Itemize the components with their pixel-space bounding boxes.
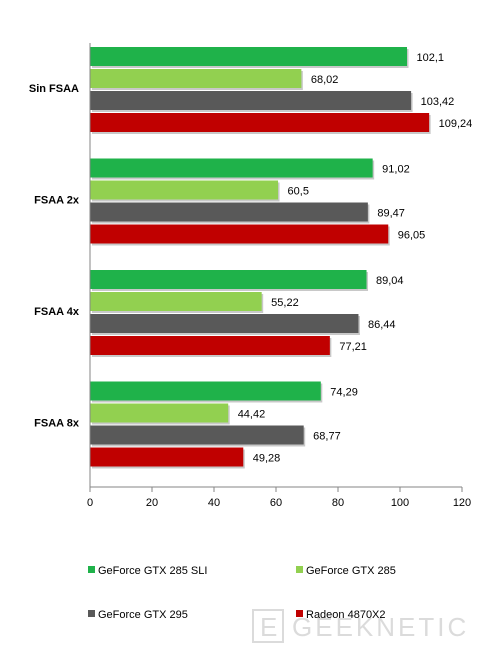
plot-area: 102,1 68,02 103,42 109,24 91,02 60,5 89,47 96,0… [90, 47, 483, 469]
data-label: 60,5 [288, 186, 309, 198]
x-tick-label: 20 [146, 497, 158, 509]
bar [90, 403, 229, 423]
category-label: Sin FSAA [29, 83, 79, 95]
watermark-logo: E GEEKNETIC [252, 609, 469, 643]
x-axis-ticks: 0 20 40 60 80 100 120 [87, 487, 471, 509]
bar [90, 447, 244, 467]
legend-label: GeForce GTX 285 SLI [98, 565, 207, 577]
data-label-box [282, 182, 319, 198]
data-label: 103,42 [421, 96, 455, 108]
bar [90, 180, 279, 200]
bar [90, 314, 359, 333]
legend-swatch [296, 610, 303, 617]
bar [90, 336, 330, 355]
legend-swatch [88, 610, 95, 617]
data-label: 49,28 [253, 453, 281, 465]
bar [90, 69, 302, 88]
data-label-box [377, 160, 420, 176]
data-label: 89,47 [377, 208, 405, 220]
bar [90, 224, 389, 244]
data-label: 89,04 [376, 275, 404, 287]
watermark-logo-letter: E [260, 612, 277, 642]
data-label: 102,1 [417, 52, 445, 64]
data-label: 55,22 [271, 297, 299, 309]
data-label: 96,05 [398, 230, 426, 242]
bar [90, 270, 367, 289]
legend-swatch [296, 566, 303, 573]
x-tick-label: 60 [270, 497, 282, 509]
bar [90, 425, 304, 445]
data-label: 44,42 [238, 409, 266, 421]
data-label-box [266, 294, 309, 309]
data-label-box [371, 272, 414, 287]
bar [90, 158, 373, 178]
data-label: 91,02 [382, 164, 410, 176]
data-label-box [433, 115, 483, 130]
bar [90, 47, 408, 66]
data-label-box [415, 93, 465, 108]
data-label-box [305, 71, 349, 86]
data-label: 109,24 [439, 118, 473, 130]
data-label: 86,44 [368, 319, 396, 331]
watermark-box [252, 609, 284, 643]
data-label-box [392, 226, 436, 242]
bar [90, 113, 430, 132]
data-label-box [247, 449, 291, 465]
bar [90, 202, 368, 222]
data-label: 77,21 [339, 341, 367, 353]
data-label: 74,29 [330, 387, 358, 399]
bar [90, 91, 412, 110]
category-labels: Sin FSAA FSAA 2x FSAA 4x FSAA 8x [29, 83, 80, 430]
data-label-box [362, 316, 406, 331]
data-label: 68,77 [313, 431, 341, 443]
data-label: 68,02 [311, 74, 339, 86]
x-tick-label: 0 [87, 497, 93, 509]
x-tick-label: 100 [391, 497, 409, 509]
watermark-text: GEEKNETIC [292, 612, 469, 642]
bar [90, 292, 262, 311]
x-tick-label: 120 [453, 497, 471, 509]
data-label-box [325, 383, 368, 399]
data-label-box [308, 427, 351, 443]
legend-swatch [88, 566, 95, 573]
data-label-box [232, 405, 276, 421]
legend-label: GeForce GTX 295 [98, 609, 188, 621]
bar [90, 381, 321, 401]
legend-label: GeForce GTX 285 [306, 565, 396, 577]
legend: GeForce GTX 285 SLI GeForce GTX 285 GeForc… [88, 565, 396, 621]
data-label-box [411, 49, 455, 64]
x-tick-label: 40 [208, 497, 220, 509]
data-label-box [334, 338, 377, 353]
data-label-box [372, 204, 415, 220]
x-tick-label: 80 [332, 497, 344, 509]
legend-label: Radeon 4870X2 [306, 609, 386, 621]
category-label: FSAA 8x [34, 418, 80, 430]
category-label: FSAA 2x [34, 195, 80, 207]
category-label: FSAA 4x [34, 306, 80, 318]
